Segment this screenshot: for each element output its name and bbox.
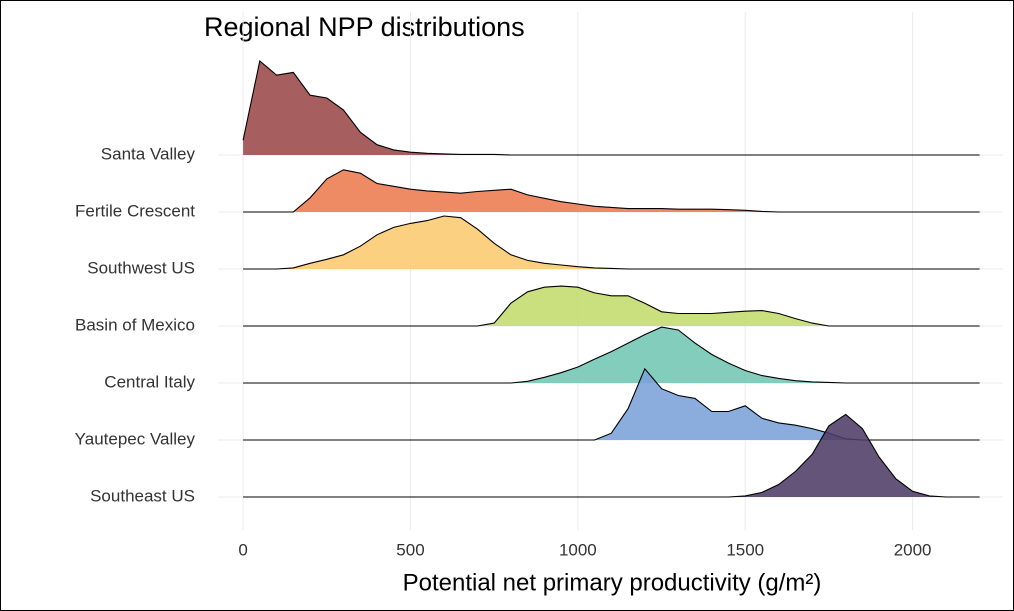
x-tick-label: 1500 — [726, 540, 764, 559]
density-area — [243, 327, 980, 383]
density-area — [243, 61, 980, 155]
density-line — [243, 326, 980, 384]
x-tick-label: 1000 — [559, 540, 597, 559]
density-area — [243, 169, 980, 212]
x-tick-label: 500 — [396, 540, 424, 559]
chart-title: Regional NPP distributions — [204, 12, 525, 42]
density-line — [243, 169, 980, 213]
x-axis-label: Potential net primary productivity (g/m²… — [403, 569, 822, 596]
y-tick-label: Southeast US — [90, 486, 195, 505]
density-area — [243, 216, 980, 269]
x-tick-label: 0 — [238, 540, 247, 559]
y-tick-label: Basin of Mexico — [75, 315, 195, 334]
y-tick-label: Santa Valley — [101, 144, 196, 163]
density-line — [243, 285, 980, 327]
y-tick-label: Central Italy — [104, 372, 195, 391]
x-tick-label: 2000 — [894, 540, 932, 559]
density-line — [242, 59, 980, 156]
density-line — [243, 413, 980, 498]
y-tick-label: Fertile Crescent — [75, 201, 195, 220]
y-tick-label: Yautepec Valley — [75, 429, 196, 448]
density-area — [243, 286, 980, 326]
density-area — [243, 414, 980, 497]
density-line — [243, 215, 980, 270]
y-tick-label: Southwest US — [87, 258, 195, 277]
